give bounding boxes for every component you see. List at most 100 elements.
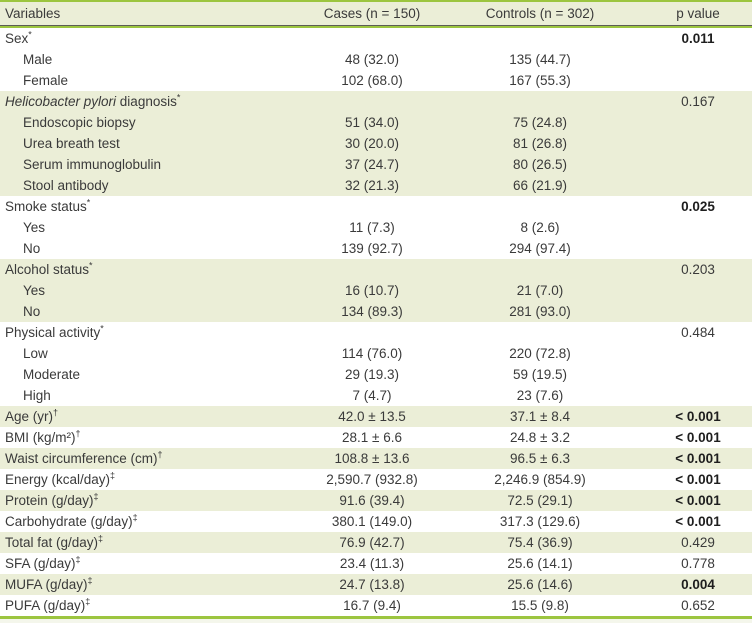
p-value: 0.167	[681, 94, 715, 109]
table-row: Smoke status* 0.025	[0, 196, 752, 217]
p-value: < 0.001	[675, 451, 721, 466]
variable-label: Low	[23, 346, 48, 361]
variable-cell: Physical activity*	[0, 324, 308, 340]
header-separator-dark	[0, 25, 752, 26]
variable-cell: Carbohydrate (g/day)‡	[0, 513, 308, 529]
controls-value: 96.5 ± 6.3	[510, 451, 570, 466]
variable-superscript: ‡	[93, 491, 99, 502]
cases-value: 76.9 (42.7)	[339, 535, 405, 550]
p-value: 0.025	[681, 199, 715, 214]
table-row: No 139 (92.7) 294 (97.4)	[0, 238, 752, 259]
variable-cell: SFA (g/day)‡	[0, 555, 308, 571]
cases-value: 16 (10.7)	[344, 283, 400, 298]
cases-value: 139 (92.7)	[341, 241, 403, 256]
variable-cell: Male	[0, 52, 308, 67]
variable-cell: High	[0, 388, 308, 403]
table-row: Carbohydrate (g/day)‡ 380.1 (149.0) 317.…	[0, 511, 752, 532]
variable-cell: No	[0, 304, 308, 319]
p-value: < 0.001	[675, 409, 721, 424]
column-header-variables: Variables	[5, 6, 61, 21]
controls-value: 25.6 (14.6)	[507, 577, 573, 592]
cases-value: 2,590.7 (932.8)	[326, 472, 418, 487]
p-value: 0.004	[681, 577, 715, 592]
variable-cell: Endoscopic biopsy	[0, 115, 308, 130]
p-value: < 0.001	[675, 472, 721, 487]
variable-label: Female	[23, 73, 69, 88]
header-separator-green	[0, 26, 752, 28]
controls-value: 75.4 (36.9)	[507, 535, 573, 550]
p-value: < 0.001	[675, 493, 721, 508]
cases-value: 91.6 (39.4)	[339, 493, 405, 508]
cases-value: 32 (21.3)	[344, 178, 400, 193]
controls-value: 15.5 (9.8)	[511, 598, 569, 613]
variable-label: Protein (g/day)	[5, 493, 94, 508]
variable-superscript: *	[89, 260, 93, 271]
p-value: 0.429	[681, 535, 715, 550]
table-row: Low 114 (76.0) 220 (72.8)	[0, 343, 752, 364]
p-value: 0.778	[681, 556, 715, 571]
variable-cell: Alcohol status*	[0, 260, 308, 277]
variable-label: Male	[23, 52, 53, 67]
variable-label: Endoscopic biopsy	[23, 115, 136, 130]
variable-cell: MUFA (g/day)‡	[0, 576, 308, 592]
variable-label: Waist circumference (cm)	[5, 451, 158, 466]
variable-superscript: †	[53, 407, 59, 418]
table-row: Energy (kcal/day)‡ 2,590.7 (932.8) 2,246…	[0, 469, 752, 490]
cases-value: 48 (32.0)	[344, 52, 400, 67]
variable-cell: BMI (kg/m²)†	[0, 428, 308, 445]
variable-label: Smoke status	[5, 199, 87, 214]
table-header-row: Variables Cases (n = 150) Controls (n = …	[0, 2, 752, 25]
variable-cell: No	[0, 241, 308, 256]
cases-value: 30 (20.0)	[344, 136, 400, 151]
table-row: High 7 (4.7) 23 (7.6)	[0, 385, 752, 406]
variable-superscript: *	[86, 197, 91, 208]
variable-label: PUFA (g/day)	[5, 598, 86, 613]
variable-superscript: *	[176, 92, 181, 103]
cases-value: 29 (19.3)	[344, 367, 400, 382]
variable-label: No	[23, 304, 41, 319]
variable-label: SFA (g/day)	[5, 556, 76, 571]
variable-superscript: ‡	[85, 596, 91, 607]
variable-cell: Energy (kcal/day)‡	[0, 471, 308, 487]
p-value: 0.484	[681, 325, 715, 340]
table-row: Yes 16 (10.7) 21 (7.0)	[0, 280, 752, 301]
variable-cell: Yes	[0, 283, 308, 298]
controls-value: 80 (26.5)	[512, 157, 568, 172]
p-value: < 0.001	[675, 430, 721, 445]
cases-value: 380.1 (149.0)	[331, 514, 413, 529]
cases-value: 134 (89.3)	[341, 304, 403, 319]
controls-value: 23 (7.6)	[516, 388, 564, 403]
table-row: Female 102 (68.0) 167 (55.3)	[0, 70, 752, 91]
column-header-cases: Cases (n = 150)	[323, 6, 421, 21]
cases-value: 23.4 (11.3)	[339, 556, 405, 571]
variable-label: Moderate	[23, 367, 81, 382]
variable-superscript: †	[75, 428, 81, 439]
variable-label: Urea breath test	[23, 136, 120, 151]
cases-value: 28.1 ± 6.6	[342, 430, 402, 445]
cases-value: 37 (24.7)	[344, 157, 400, 172]
cases-value: 42.0 ± 13.5	[338, 409, 406, 424]
variable-cell: Helicobacter pylori diagnosis*	[0, 92, 308, 109]
variable-label: Age (yr)	[5, 409, 54, 424]
variable-label: Yes	[23, 220, 46, 235]
variable-label: Yes	[23, 283, 46, 298]
cases-value: 7 (4.7)	[352, 388, 392, 403]
table-row: SFA (g/day)‡ 23.4 (11.3) 25.6 (14.1) 0.7…	[0, 553, 752, 574]
controls-value: 37.1 ± 8.4	[510, 409, 570, 424]
controls-value: 81 (26.8)	[512, 136, 568, 151]
variable-cell: Serum immunoglobulin	[0, 157, 308, 172]
variable-cell: Urea breath test	[0, 136, 308, 151]
table-row: Stool antibody 32 (21.3) 66 (21.9)	[0, 175, 752, 196]
cases-value: 108.8 ± 13.6	[334, 451, 410, 466]
variable-label: MUFA (g/day)	[5, 577, 88, 592]
controls-value: 167 (55.3)	[509, 73, 571, 88]
controls-value: 294 (97.4)	[509, 241, 571, 256]
variable-cell: Female	[0, 73, 308, 88]
table-row: Urea breath test 30 (20.0) 81 (26.8)	[0, 133, 752, 154]
controls-value: 220 (72.8)	[509, 346, 571, 361]
table-row: Yes 11 (7.3) 8 (2.6)	[0, 217, 752, 238]
variable-cell: Low	[0, 346, 308, 361]
variable-cell: Sex*	[0, 30, 308, 46]
table-row: No 134 (89.3) 281 (93.0)	[0, 301, 752, 322]
controls-value: 24.8 ± 3.2	[510, 430, 570, 445]
